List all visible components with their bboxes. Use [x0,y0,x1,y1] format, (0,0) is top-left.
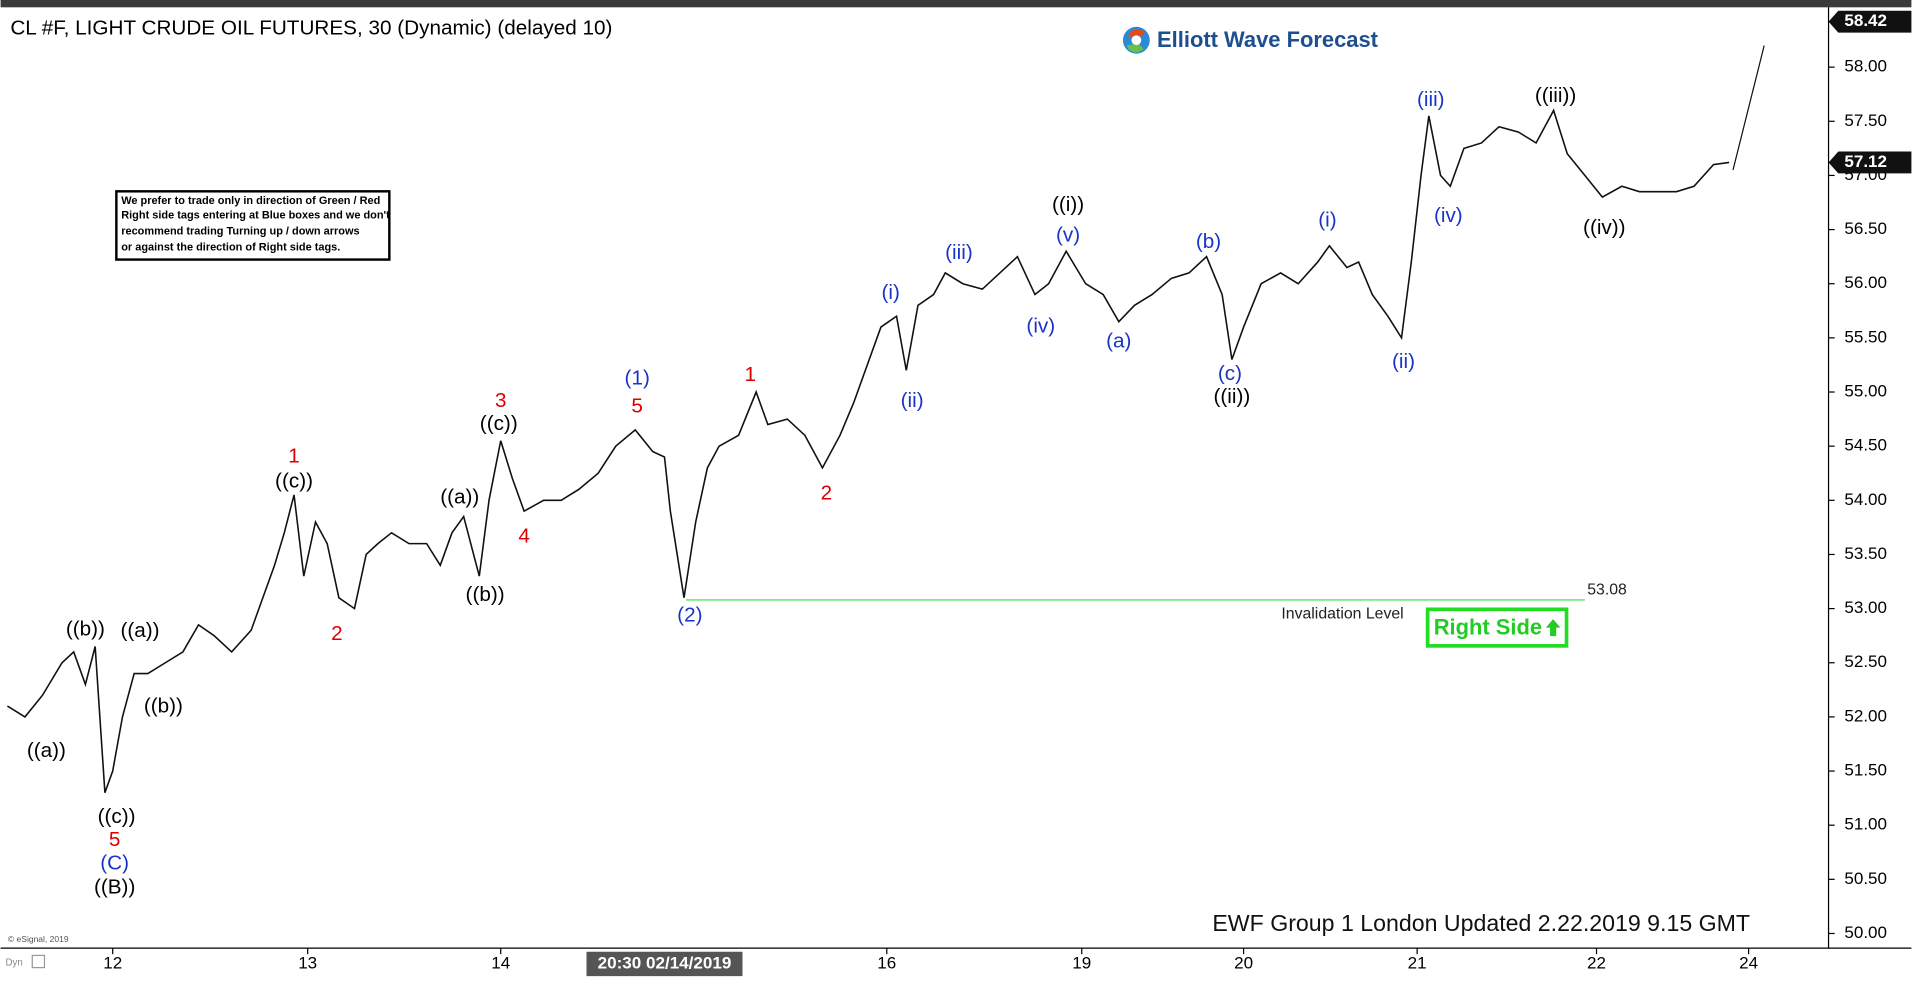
y-tick-label: 53.50 [1844,544,1887,563]
y-tick-label: 54.50 [1844,436,1887,455]
wave-label: (v) [1056,224,1080,247]
wave-label: ((b)) [466,583,505,606]
x-tick-label: 16 [877,953,896,972]
invalidation-label: Invalidation Level [1281,606,1403,623]
wave-label: ((c)) [480,412,518,435]
wave-label: 5 [109,828,121,851]
y-tick-label: 50.00 [1844,923,1887,942]
y-tick-label: 56.50 [1844,219,1887,238]
wave-label: (i) [881,281,899,304]
x-tick-label: 12 [103,953,122,972]
projection-line [1732,45,1765,171]
wave-label: (i) [1318,208,1336,231]
footer: EWF Group 1 London Updated 2.22.2019 9.1… [1212,910,1750,936]
wave-label: 2 [821,481,833,504]
y-tick-label: 55.50 [1844,327,1887,346]
top-bar [0,0,1912,8]
logo: Elliott Wave Forecast [1122,26,1379,54]
wave-label: 2 [331,622,343,645]
y-tick-label: 50.50 [1844,869,1887,888]
x-tick-label: 24 [1739,953,1758,972]
note-line: or against the direction of Right side t… [121,241,340,253]
wave-label: (ii) [1392,350,1415,373]
wave-label: ((b)) [144,695,183,718]
wave-label: ((iii)) [1535,84,1576,107]
logo-icon-part [1126,43,1144,53]
right-side-frame [1425,607,1569,648]
y-tick-label: 55.00 [1844,382,1887,401]
y-tick-label: 58.00 [1844,57,1887,76]
wave-label: ((B)) [94,875,135,898]
wave-label: ((a)) [120,619,159,642]
wave-label: (ii) [901,389,924,412]
price-marker-label: 57.12 [1844,152,1887,171]
x-tick-label: 14 [491,953,510,972]
note-line: recommend trading Turning up / down arro… [121,225,359,237]
wave-label: ((a)) [440,486,479,509]
wave-label: (a) [1106,330,1131,353]
price-marker-box [1828,10,1912,33]
wave-label: 4 [518,525,530,548]
y-tick-label: 57.50 [1844,111,1887,130]
wave-label: 1 [288,444,300,467]
wave-label: ((c)) [275,469,313,492]
wave-label: 3 [495,389,507,412]
wave-label: 5 [631,395,643,418]
wave-label: (iii) [1417,88,1445,111]
wave-label: 1 [745,363,757,386]
wave-label: (C) [100,852,129,875]
y-tick-label: 52.00 [1844,706,1887,725]
logo-icon-part [1127,29,1145,37]
y-tick-label: 53.00 [1844,598,1887,617]
wave-label: (iii) [945,241,973,264]
x-cursor-box [586,951,743,977]
y-tick-label: 51.00 [1844,815,1887,834]
chart-title: CL #F, LIGHT CRUDE OIL FUTURES, 30 (Dyna… [10,17,612,40]
wave-label: (c) [1218,362,1242,385]
wave-label: ((b)) [66,618,105,641]
wave-label: ((i)) [1052,193,1084,216]
note-box: We prefer to trade only in direction of … [115,190,391,261]
wave-label: ((a)) [27,739,66,762]
x-tick-label: 21 [1408,953,1427,972]
copyright: © eSignal, 2019 [8,934,69,944]
wave-label: ((c)) [98,805,136,828]
y-tick-label: 54.00 [1844,490,1887,509]
dyn-box [31,954,46,969]
wave-label: (iv) [1434,204,1463,227]
invalidation-value: 53.08 [1587,581,1627,598]
note-line: We prefer to trade only in direction of … [121,195,380,207]
note-frame [115,190,391,261]
y-tick-label: 56.00 [1844,273,1887,292]
right-side-text: Right Side [1434,615,1542,640]
wave-label: (b) [1196,230,1221,253]
price-marker-label: 58.42 [1844,11,1887,30]
x-tick-label: 13 [298,953,317,972]
wave-label: (iv) [1026,315,1055,338]
x-tick-label: 20 [1234,953,1253,972]
y-tick-label: 51.50 [1844,761,1887,780]
y-tick-label: 52.50 [1844,652,1887,671]
wave-label: ((ii)) [1214,385,1251,408]
x-tick-label: 22 [1587,953,1606,972]
logo-icon-center [1131,35,1142,46]
dyn-label: Dyn [5,957,22,968]
price-marker-box [1828,151,1912,174]
note-line: Right side tags entering at Blue boxes a… [121,210,390,222]
right-side-arrow [1545,619,1561,637]
wave-label: (1) [625,366,650,389]
x-tick-label: 19 [1072,953,1091,972]
x-cursor-label: 20:30 02/14/2019 [598,953,732,972]
logo-text: Elliott Wave Forecast [1157,27,1379,52]
price-line [6,108,1730,793]
wave-label: ((iv)) [1583,216,1626,239]
wave-label: (2) [677,604,702,627]
right-side-tag: Right Side [1425,607,1569,648]
